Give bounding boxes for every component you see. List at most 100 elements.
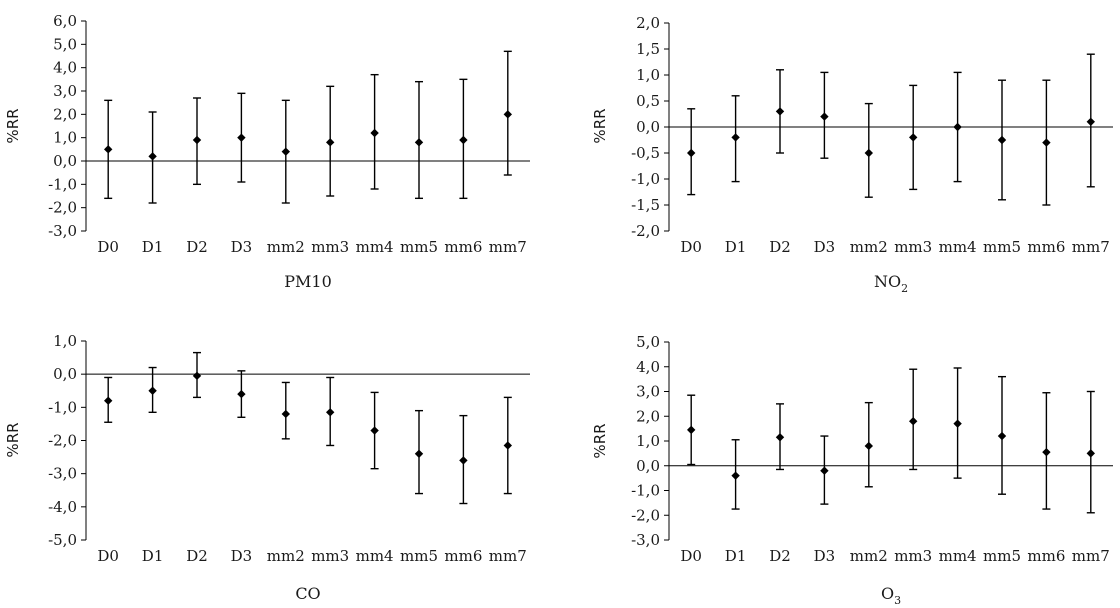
caption-main: NO [874,272,901,291]
estimate-marker [731,133,740,142]
data-point-D1 [148,111,157,204]
y-tick-label: 2,0 [53,105,77,123]
x-tick-label: mm5 [983,547,1021,565]
x-tick-label: D1 [725,238,747,256]
y-axis-title: %RR [4,108,22,143]
data-point-D3 [237,92,246,183]
x-tick-label: D3 [231,238,253,256]
y-tick-label: 5,0 [636,333,660,351]
x-tick-label: mm7 [1072,238,1110,256]
caption-main: PM10 [284,272,332,291]
estimate-marker [326,138,335,147]
data-point-mm7 [503,396,512,495]
estimate-marker [104,145,113,154]
estimate-marker [414,449,424,458]
estimate-marker [731,471,740,480]
data-point-mm3 [909,368,918,471]
data-point-mm7 [503,50,512,176]
data-point-mm5 [414,80,424,200]
y-tick-label: 3,0 [636,383,660,401]
x-tick-label: mm3 [894,238,932,256]
data-point-D2 [192,351,202,399]
y-tick-label: 2,0 [636,14,660,32]
data-point-mm6 [459,414,468,505]
y-tick-label: -5,0 [48,531,77,549]
caption-subscript: 3 [894,594,901,607]
panel-caption: O3 [881,584,901,607]
x-tick-label: mm3 [894,547,932,565]
data-point-D2 [775,403,785,471]
x-tick-label: mm7 [1072,547,1110,565]
estimate-marker [148,386,157,395]
estimate-marker [503,441,512,450]
y-axis-title: %RR [591,108,609,143]
y-tick-label: 5,0 [53,35,77,53]
y-tick-label: -1,0 [631,170,660,188]
y-tick-label: 0,0 [53,365,77,383]
data-point-mm4 [370,73,379,190]
x-tick-label: D1 [725,547,747,565]
data-point-D0 [104,99,113,200]
panel-pm10: -3,0 -2,0 -1,0 0,0 1,0 2,0 3,0 4,0 5,0 6,0 D0 D1 D2 D… [4,12,530,291]
data-point-D3 [820,71,829,159]
y-tick-label: 1,5 [636,40,660,58]
x-tick-label: mm2 [267,547,305,565]
estimate-marker [1086,449,1095,458]
data-point-mm6 [1042,392,1051,510]
estimate-marker [1086,117,1095,126]
y-tick-label: 1,0 [53,129,77,147]
estimate-marker [775,433,785,442]
data-point-mm4 [953,367,962,479]
x-tick-label: mm3 [311,547,349,565]
x-tick-label: D2 [769,547,791,565]
estimate-marker [1042,447,1051,457]
y-tick-label: 1,0 [636,66,660,84]
data-point-D1 [148,366,157,414]
y-tick-label: -1,0 [48,398,77,416]
y-tick-label: -2,0 [48,199,77,217]
data-point-mm6 [1042,79,1051,206]
data-point-mm5 [997,79,1007,201]
estimate-marker [909,417,918,426]
estimate-marker [953,419,962,428]
y-tick-label: 6,0 [53,12,77,30]
data-point-D2 [192,97,202,186]
data-point-mm2 [281,381,290,440]
x-tick-label: mm4 [356,547,394,565]
estimate-marker [237,389,246,399]
x-tick-label: D2 [186,547,208,565]
estimate-marker [909,133,918,142]
x-tick-label: D1 [142,238,164,256]
estimate-marker [820,466,829,475]
x-tick-label: mm6 [1027,547,1065,565]
data-point-D3 [820,435,829,505]
y-tick-label: 0,0 [636,118,660,136]
x-tick-label: D3 [814,547,836,565]
data-point-mm2 [864,401,873,488]
data-point-mm4 [370,391,379,470]
panel-caption: PM10 [284,272,332,291]
x-tick-label: mm2 [267,238,305,256]
data-point-D3 [237,370,246,418]
y-tick-label: 0,0 [53,152,77,170]
data-point-mm6 [459,78,468,200]
estimate-marker [281,409,290,419]
estimate-marker [820,112,829,121]
x-tick-label: D2 [186,238,208,256]
data-point-D0 [104,376,113,423]
y-tick-label: 2,0 [636,407,660,425]
y-tick-label: 0,0 [636,457,660,475]
estimate-marker [459,135,468,145]
estimate-marker [104,396,113,405]
estimate-marker [281,147,290,156]
data-point-mm7 [1086,390,1095,514]
estimate-marker [775,107,785,116]
x-tick-label: D0 [680,547,702,565]
data-point-mm3 [909,84,918,191]
panel-caption: CO [295,584,320,603]
y-tick-label: -2,0 [48,432,77,450]
data-point-D0 [687,394,696,466]
data-point-mm4 [953,71,962,183]
estimate-marker [370,426,379,435]
